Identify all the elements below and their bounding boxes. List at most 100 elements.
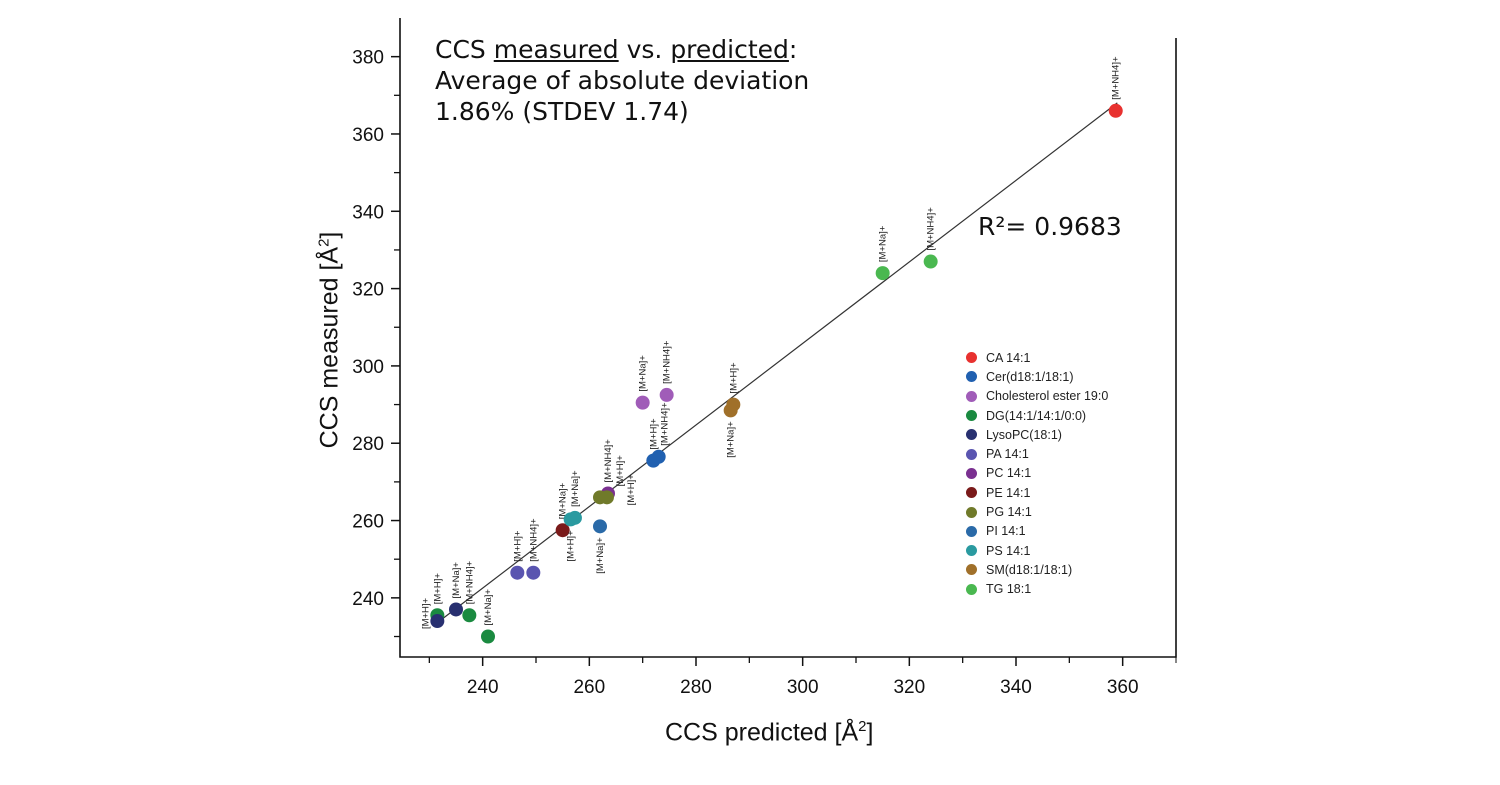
legend-label: LysoPC(18:1): [986, 427, 1062, 442]
legend-item: SM(d18:1/18:1): [966, 560, 1108, 579]
legend-marker: [966, 506, 977, 518]
annotation-measured: measured: [493, 35, 619, 64]
legend-marker: [966, 487, 977, 499]
legend-label: PG 14:1: [986, 505, 1032, 520]
legend-item: PS 14:1: [966, 541, 1108, 560]
annotation-line3: 1.86% (STDEV 1.74): [435, 97, 689, 126]
y-tick-label: 380: [352, 48, 384, 69]
axes-frame: [399, 18, 1177, 658]
data-point: [1108, 103, 1123, 118]
legend-label: PE 14:1: [986, 485, 1031, 500]
legend-item: CA 14:1: [966, 348, 1108, 367]
x-axis-label: CCS predicted [Å2]: [665, 718, 874, 747]
legend-item: Cer(d18:1/18:1): [966, 367, 1108, 386]
point-label: [M+Na]+: [451, 562, 462, 599]
point-label: [M+Na]+: [878, 225, 889, 262]
legend-item: PG 14:1: [966, 502, 1108, 521]
legend-label: SM(d18:1/18:1): [986, 562, 1073, 577]
point-label: [M+H]+: [648, 418, 659, 450]
legend-marker: [966, 448, 977, 460]
data-point: [723, 403, 738, 418]
deviation-annotation: CCS measured vs. predicted: Average of a…: [435, 34, 809, 127]
legend-marker: [966, 390, 977, 402]
legend-item: LysoPC(18:1): [966, 425, 1108, 444]
point-label: [M+Na]+: [726, 421, 737, 458]
x-tick-label: 320: [893, 677, 925, 698]
point-label: [M+NH4]+: [926, 207, 937, 251]
point-label: [M+H]+: [432, 573, 443, 605]
x-tick-label: 260: [573, 677, 605, 698]
data-point: [430, 614, 445, 629]
annotation-line2: Average of absolute deviation: [435, 66, 810, 95]
legend-item: TG 18:1: [966, 580, 1108, 599]
legend-marker: [966, 371, 977, 383]
point-label: [M+Na]+: [595, 537, 606, 574]
legend-marker: [966, 410, 977, 422]
y-tick-label: 260: [352, 512, 384, 533]
legend-label: DG(14:1/14:1/0:0): [986, 408, 1087, 423]
point-label: [M+Na]+: [638, 355, 649, 392]
data-point: [462, 608, 477, 623]
legend-item: PE 14:1: [966, 483, 1108, 502]
point-label: [M+H]+: [626, 474, 637, 506]
y-axis-label: CCS measured [Å2]: [315, 231, 344, 449]
point-label: [M+H]+: [615, 455, 626, 487]
point-label: [M+H]+: [512, 530, 523, 562]
legend-label: PA 14:1: [986, 447, 1029, 462]
legend-label: PS 14:1: [986, 543, 1031, 558]
point-label: [M+NH4]+: [464, 561, 475, 605]
annotation-predicted: predicted: [670, 35, 789, 64]
legend-label: Cholesterol ester 19:0: [986, 389, 1109, 404]
point-label: [M+Na]+: [483, 589, 494, 626]
x-tick-label: 300: [787, 677, 819, 698]
legend-label: CA 14:1: [986, 350, 1031, 365]
annotation-text: vs.: [618, 35, 671, 64]
legend-marker: [966, 429, 977, 441]
data-point: [875, 266, 890, 281]
annotation-text: CCS: [435, 35, 494, 64]
data-point: [635, 395, 650, 410]
point-label: [M+H]+: [728, 362, 739, 394]
point-label: [M+NH4]+: [662, 340, 673, 384]
point-label: [M+NH4]+: [1111, 56, 1122, 100]
data-point: [923, 254, 938, 269]
y-tick-label: 340: [352, 202, 384, 223]
x-tick-label: 280: [680, 677, 712, 698]
fit-line: [434, 102, 1118, 626]
data-point: [651, 449, 666, 464]
legend-marker: [966, 467, 977, 479]
legend-item: Cholesterol ester 19:0: [966, 387, 1108, 406]
legend-marker: [966, 525, 977, 537]
legend-label: PC 14:1: [986, 466, 1032, 481]
point-label: [M+H]+: [566, 530, 577, 562]
point-label: [M+H]+: [420, 597, 431, 629]
data-point: [449, 602, 463, 617]
legend-marker: [966, 564, 977, 576]
point-label: [M+NH4]+: [660, 402, 671, 446]
annotation-text: :: [788, 35, 798, 64]
data-point: [593, 519, 607, 534]
data-point: [526, 565, 541, 580]
y-tick-label: 300: [352, 357, 384, 378]
legend-marker: [966, 545, 977, 557]
data-point: [659, 387, 674, 402]
legend-marker: [966, 352, 977, 364]
y-tick-label: 360: [352, 125, 384, 146]
legend-label: Cer(d18:1/18:1): [986, 369, 1074, 384]
legend-label: TG 18:1: [986, 582, 1032, 597]
legend-item: PI 14:1: [966, 522, 1108, 541]
data-point: [567, 510, 582, 525]
legend-marker: [966, 583, 977, 595]
point-label: [M+NH4]+: [603, 439, 614, 483]
x-tick-label: 360: [1107, 677, 1139, 698]
legend-label: PI 14:1: [986, 524, 1026, 539]
legend-item: PC 14:1: [966, 464, 1108, 483]
point-label: [M+Na]+: [558, 482, 569, 519]
legend-item: DG(14:1/14:1/0:0): [966, 406, 1108, 425]
data-point: [510, 565, 525, 580]
data-point: [555, 523, 570, 538]
legend: CA 14:1 Cer(d18:1/18:1) Cholesterol ester …: [966, 348, 1108, 599]
y-tick-label: 280: [352, 434, 384, 455]
x-tick-label: 340: [1000, 677, 1032, 698]
